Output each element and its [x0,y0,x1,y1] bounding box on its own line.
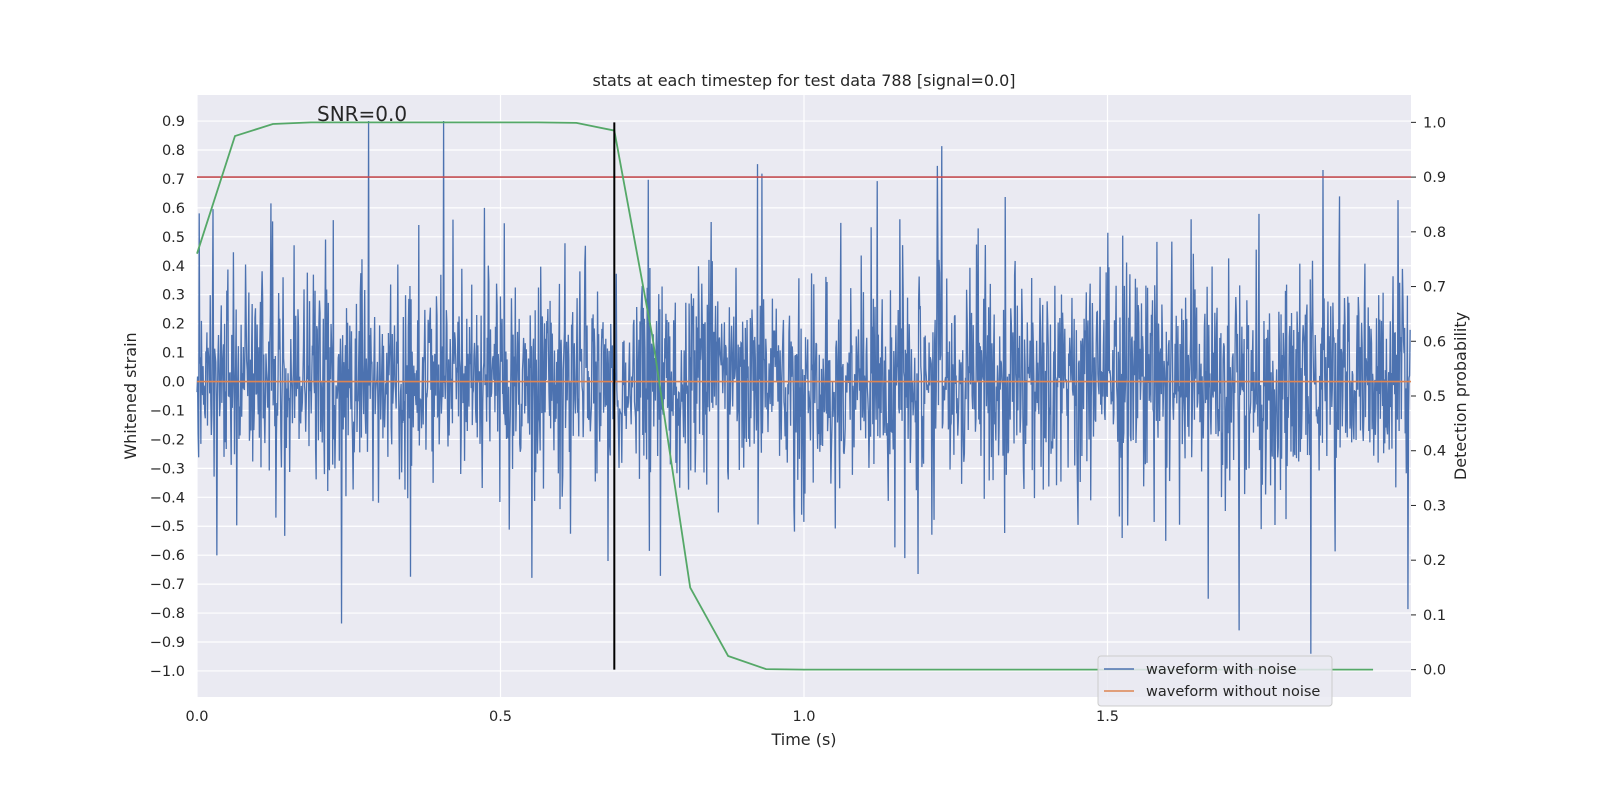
y-left-tick-label: 0.8 [162,143,185,159]
y-left-tick-label: 0.1 [162,346,185,362]
y-left-tick-label: 0.3 [162,288,185,304]
annotation-snr: SNR=0.0 [317,102,407,126]
y-left-tick-label: −0.5 [150,519,185,535]
legend-box [1097,655,1333,707]
series-waveform-with-noise [196,121,1411,654]
y-left-tick-label: −0.1 [150,403,185,419]
y-right-tick-label: 0.8 [1423,225,1446,241]
y-right-tick-label: 0.2 [1423,553,1446,569]
y-left-tick-label: 0.5 [162,230,185,246]
x-tick-label: 0.5 [489,709,512,725]
y-axis-label-right: Detection probability [1451,312,1470,480]
y-right-tick-label: 0.9 [1423,170,1446,186]
x-tick-label: 1.5 [1096,709,1119,725]
y-right-tick-label: 0.6 [1423,334,1446,350]
y-left-tick-label: −0.3 [150,461,185,477]
x-axis-label: Time (s) [770,730,836,749]
y-left-tick-label: 0.0 [162,375,185,391]
x-tick-label: 0.0 [185,709,208,725]
x-tick-label: 1.0 [792,709,815,725]
chart-title: stats at each timestep for test data 788… [592,71,1015,90]
y-left-tick-label: 0.9 [162,114,185,130]
y-left-tick-label: −1.0 [150,664,185,680]
y-left-tick-label: −0.4 [150,490,185,506]
y-right-tick-label: 0.0 [1423,663,1446,679]
legend-label-clean: waveform without noise [1146,684,1320,700]
y-right-tick-label: 0.1 [1423,608,1446,624]
legend-label-noise: waveform with noise [1146,662,1297,678]
y-right-tick-label: 0.3 [1423,498,1446,514]
y-right-tick-label: 0.4 [1423,444,1446,460]
y-left-tick-label: −0.6 [150,548,185,564]
y-left-tick-label: 0.4 [162,259,185,275]
y-left-tick-label: 0.2 [162,317,185,333]
legend: waveform with noise waveform without noi… [1097,655,1333,707]
y-right-tick-label: 1.0 [1423,115,1446,131]
y-left-tick-label: 0.7 [162,172,185,188]
y-right-tick-label: 0.5 [1423,389,1446,405]
tick-labels: 0.9 0.8 0.7 0.6 0.5 0.4 0.3 0.2 0.1 0.0 −0.1 −0.2 −0… [150,114,1446,725]
y-left-tick-label: 0.6 [162,201,185,217]
y-axis-label-left: Whitened strain [121,332,140,459]
y-right-tick-label: 0.7 [1423,280,1446,296]
y-left-tick-label: −0.2 [150,432,185,448]
y-left-tick-label: −0.8 [150,606,185,622]
y-left-tick-label: −0.9 [150,635,185,651]
y-left-tick-label: −0.7 [150,577,185,593]
